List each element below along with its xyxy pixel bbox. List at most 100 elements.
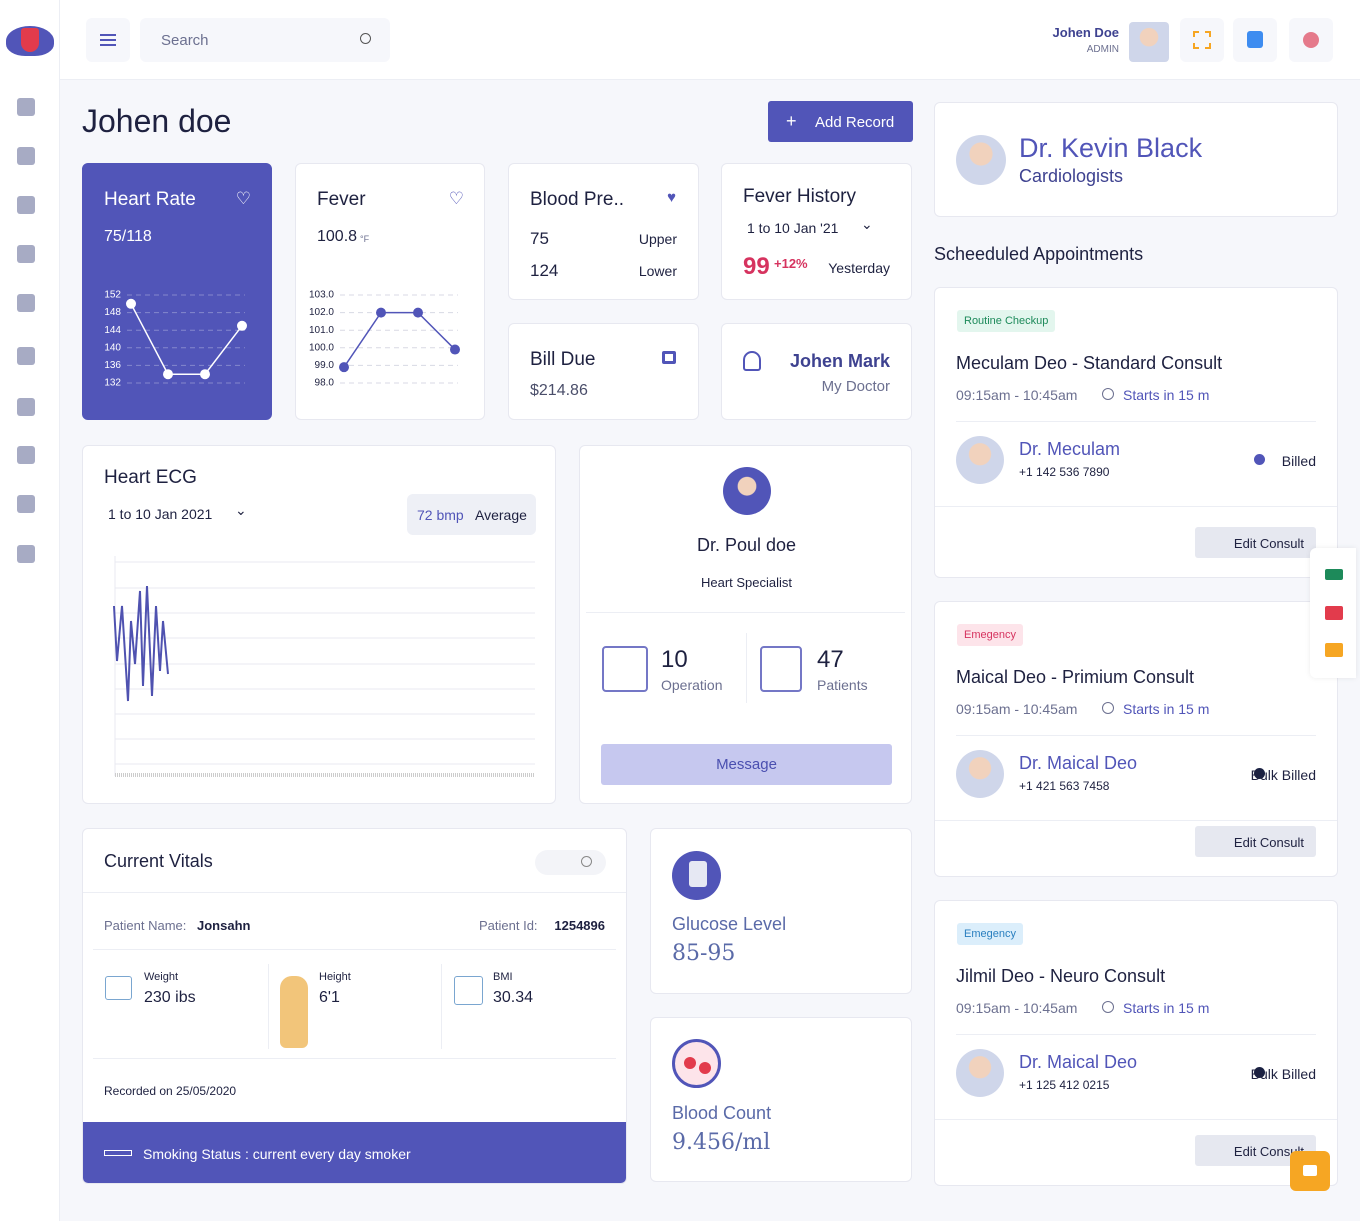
floating-tools [1310, 548, 1356, 678]
range-select[interactable]: 1 to 10 Jan 2021 [108, 506, 213, 522]
glucose-value: 85-95 [672, 941, 736, 966]
doctor-avatar [956, 135, 1006, 185]
y-tick-label: 144 [104, 325, 121, 336]
fever-history-change: +12% [774, 256, 808, 271]
card-title: Fever [317, 189, 366, 210]
mini-chart: 132 136 140 144 148 152 [104, 290, 247, 389]
label: Height [319, 971, 351, 983]
nav-icon[interactable] [17, 147, 35, 165]
edit-consult-button[interactable]: Edit Consult [1195, 527, 1316, 558]
chat-button[interactable] [1290, 1151, 1330, 1191]
patients-label: Patients [817, 677, 868, 693]
tool-icon[interactable] [1325, 643, 1343, 657]
notification-button[interactable] [1233, 18, 1277, 62]
point [237, 320, 247, 331]
nav-icon[interactable] [17, 545, 35, 563]
patient-name: Jonsahn [197, 918, 251, 933]
button-label: Edit Consult [1233, 835, 1304, 850]
blood-pressure-card: Blood Pre.. ♥ 75 Upper 124 Lower [508, 163, 699, 300]
settings-button[interactable] [1289, 18, 1333, 62]
button-label: Message [716, 756, 777, 773]
heart-icon[interactable]: ♡ [235, 189, 251, 208]
range-select[interactable]: 1 to 10 Jan '21 [747, 220, 839, 236]
card-title: Heart Rate [104, 189, 196, 210]
ecg-chart [113, 556, 535, 777]
user-avatar[interactable] [1129, 22, 1169, 62]
fever-history-period: Yesterday [828, 260, 890, 276]
wallet-icon [662, 351, 676, 364]
doctor-phone: +1 142 536 7890 [1019, 465, 1110, 479]
patients-icon [760, 646, 802, 692]
appointment-starts: Starts in 15 m [1123, 387, 1210, 403]
logo [6, 26, 54, 56]
blood-count-value: 9.456/ml [672, 1130, 771, 1155]
label: BMI [493, 971, 513, 983]
bill-due-card: Bill Due $214.86 [508, 323, 699, 420]
patients-count: 47 [817, 646, 844, 673]
section-title: Scheeduled Appointments [934, 244, 1144, 264]
operation-label: Operation [661, 677, 723, 693]
nav-icon[interactable] [17, 495, 35, 513]
appointment-tag: Emegency [957, 624, 1023, 646]
card-title: Blood Count [672, 1103, 772, 1123]
operation-icon [602, 646, 648, 692]
doctor-name: Dr. Maical Deo [1019, 1052, 1138, 1072]
patient-id: 1254896 [554, 918, 605, 933]
appointment-time: 09:15am - 10:45am [956, 387, 1078, 403]
y-tick-label: 152 [104, 290, 121, 301]
button-label: Edit Consult [1233, 1144, 1304, 1159]
add-record-button[interactable]: + Add Record [768, 101, 913, 142]
bmi-icon [454, 976, 483, 1005]
nav-icon[interactable] [17, 245, 35, 263]
nav-icon[interactable] [17, 347, 35, 365]
tool-icon[interactable] [1325, 569, 1343, 580]
doctor-specialty: Cardiologists [1019, 166, 1124, 186]
nav-icon[interactable] [17, 446, 35, 464]
smoking-bar: Smoking Status : current every day smoke… [83, 1122, 626, 1183]
appointment-starts: Starts in 15 m [1123, 1000, 1210, 1016]
tool-icon[interactable] [1325, 606, 1343, 620]
label: Patient Id: [479, 918, 538, 933]
dropdown-icon[interactable]: ⌄ [861, 216, 873, 232]
search-box[interactable]: Search [140, 18, 390, 62]
y-tick-label: 103.0 [309, 290, 334, 301]
dropdown-icon[interactable]: ⌄ [235, 502, 247, 518]
heart-icon[interactable]: ♡ [448, 189, 464, 208]
nav-icon[interactable] [17, 398, 35, 416]
ecg-card: Heart ECG 1 to 10 Jan 2021 ⌄ 72 bmp Aver… [82, 445, 556, 804]
divider [956, 1034, 1316, 1035]
heart-rate-card: Heart Rate ♡ 75/118 132 136 140 144 148 152 [82, 163, 272, 420]
y-tick-label: 132 [104, 378, 121, 389]
bpm-badge: 72 bmp Average [407, 494, 536, 535]
point [376, 307, 386, 318]
card-title: Fever History [743, 186, 856, 207]
fever-card: Fever ♡ 100.8 °F 98.0 99.0 100.0 101.0 102.0… [295, 163, 485, 420]
doctor-name: Dr. Meculam [1019, 439, 1121, 459]
divider [935, 820, 1337, 821]
y-tick-label: 99.0 [315, 360, 335, 371]
doctor-avatar [956, 750, 1004, 798]
clock-icon [1102, 702, 1114, 714]
appointment-starts: Starts in 15 m [1123, 701, 1210, 717]
appointment-time: 09:15am - 10:45am [956, 1000, 1078, 1016]
billing-status: Bulk Billed [1250, 1066, 1316, 1082]
message-button[interactable]: Message [601, 744, 892, 785]
glucose-card: Glucose Level 85-95 [650, 828, 912, 994]
doctor-phone: +1 421 563 7458 [1019, 779, 1110, 793]
weight-icon [105, 976, 132, 1000]
vitals-search[interactable] [535, 850, 606, 875]
operation-count: 10 [661, 646, 688, 673]
fullscreen-button[interactable] [1180, 18, 1224, 62]
card-title: Glucose Level [672, 914, 787, 934]
appointment-tag: Emegency [957, 923, 1023, 945]
appointment-title: Maical Deo - Primium Consult [956, 667, 1195, 687]
nav-icon[interactable] [17, 98, 35, 116]
nav-icon[interactable] [17, 196, 35, 214]
divider [956, 735, 1316, 736]
sidebar [0, 0, 60, 1221]
nav-icon[interactable] [17, 294, 35, 312]
point [163, 369, 173, 380]
menu-button[interactable] [86, 18, 130, 62]
edit-consult-button[interactable]: Edit Consult [1195, 826, 1316, 857]
